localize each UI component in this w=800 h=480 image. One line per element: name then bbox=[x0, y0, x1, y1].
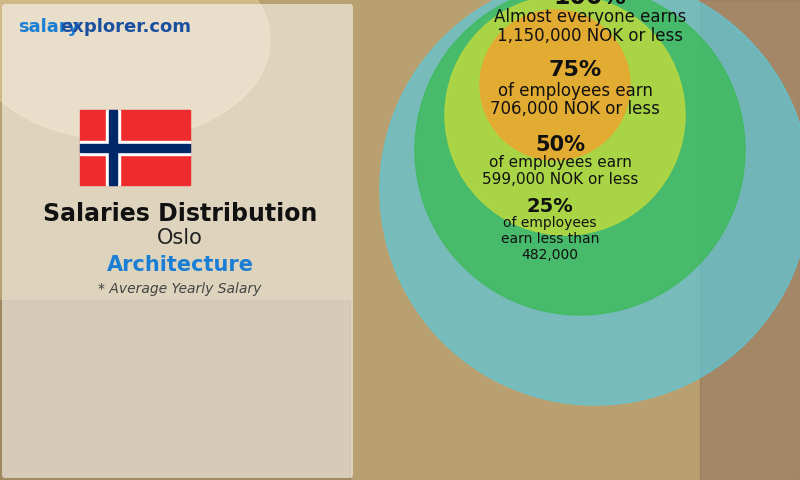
Text: Oslo: Oslo bbox=[157, 228, 203, 248]
Bar bbox=[700, 0, 800, 480]
Text: salary: salary bbox=[18, 18, 79, 36]
Circle shape bbox=[445, 0, 685, 235]
Text: Salaries Distribution: Salaries Distribution bbox=[43, 202, 317, 226]
Text: earn less than: earn less than bbox=[501, 232, 599, 246]
Bar bbox=[80, 110, 190, 185]
Text: 1,150,000 NOK or less: 1,150,000 NOK or less bbox=[497, 27, 683, 45]
Text: of employees earn: of employees earn bbox=[489, 155, 631, 170]
Text: * Average Yearly Salary: * Average Yearly Salary bbox=[98, 282, 262, 296]
Text: 100%: 100% bbox=[554, 0, 626, 9]
Bar bbox=[109, 110, 117, 185]
Text: 706,000 NOK or less: 706,000 NOK or less bbox=[490, 100, 660, 118]
Text: 75%: 75% bbox=[548, 60, 602, 80]
Text: explorer.com: explorer.com bbox=[60, 18, 191, 36]
Text: 482,000: 482,000 bbox=[522, 248, 578, 262]
Text: Almost everyone earns: Almost everyone earns bbox=[494, 8, 686, 26]
Circle shape bbox=[480, 10, 630, 160]
Text: of employees earn: of employees earn bbox=[498, 82, 653, 100]
Bar bbox=[80, 144, 190, 152]
Text: Architecture: Architecture bbox=[106, 255, 254, 275]
Bar bbox=[106, 110, 120, 185]
Circle shape bbox=[415, 0, 745, 315]
FancyBboxPatch shape bbox=[2, 4, 353, 478]
Text: 25%: 25% bbox=[526, 197, 574, 216]
Bar bbox=[80, 141, 190, 155]
Text: 599,000 NOK or less: 599,000 NOK or less bbox=[482, 172, 638, 187]
Ellipse shape bbox=[0, 0, 270, 140]
Text: 50%: 50% bbox=[535, 135, 585, 155]
Bar bbox=[0, 300, 350, 480]
Text: of employees: of employees bbox=[503, 216, 597, 230]
Circle shape bbox=[380, 0, 800, 405]
